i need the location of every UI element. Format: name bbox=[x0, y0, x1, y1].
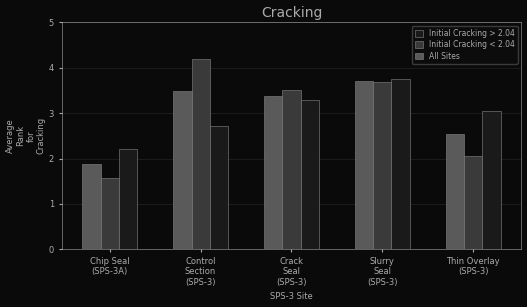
Bar bbox=[355, 81, 373, 250]
Bar bbox=[300, 100, 319, 250]
Bar bbox=[264, 96, 282, 250]
Bar bbox=[446, 134, 464, 250]
Bar bbox=[82, 164, 101, 250]
Legend: Initial Cracking > 2.04, Initial Cracking < 2.04, All Sites: Initial Cracking > 2.04, Initial Crackin… bbox=[412, 26, 518, 64]
Bar bbox=[173, 91, 191, 250]
Y-axis label: Average
Rank
for
Cracking: Average Rank for Cracking bbox=[6, 117, 46, 154]
Bar bbox=[373, 82, 392, 250]
Title: Cracking: Cracking bbox=[261, 6, 322, 20]
Bar bbox=[119, 149, 137, 250]
X-axis label: SPS-3 Site: SPS-3 Site bbox=[270, 293, 313, 301]
Bar bbox=[282, 90, 300, 250]
Bar bbox=[482, 111, 501, 250]
Bar bbox=[101, 178, 119, 250]
Bar bbox=[210, 126, 228, 250]
Bar bbox=[392, 79, 409, 250]
Bar bbox=[191, 59, 210, 250]
Bar bbox=[464, 156, 482, 250]
